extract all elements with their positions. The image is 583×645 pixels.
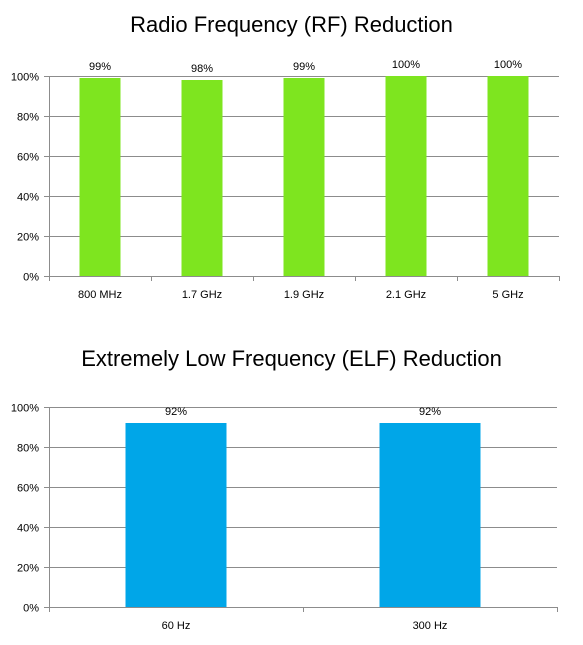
data-label: 92%	[419, 406, 441, 418]
y-tick-label: 80%	[17, 443, 39, 455]
bar	[385, 76, 427, 276]
bar	[379, 423, 481, 607]
y-tick-label: 80%	[17, 112, 39, 124]
y-tick-label: 60%	[17, 483, 39, 495]
data-label: 92%	[165, 406, 187, 418]
y-tick-label: 100%	[11, 72, 39, 84]
bar	[181, 80, 223, 276]
rf-reduction-chart: Radio Frequency (RF) Reduction 0% 20% 40% 6…	[0, 0, 583, 320]
data-label: 99%	[293, 61, 315, 73]
data-label: 99%	[89, 61, 111, 73]
elf-reduction-chart: Extremely Low Frequency (ELF) Reduction …	[0, 330, 583, 645]
x-category-label: 60 Hz	[162, 620, 191, 632]
data-label: 98%	[191, 63, 213, 75]
x-category-label: 5 GHz	[492, 289, 523, 301]
x-category-label: 1.9 GHz	[284, 289, 324, 301]
y-tick-label: 60%	[17, 152, 39, 164]
x-category-label: 1.7 GHz	[182, 289, 222, 301]
y-tick-label: 100%	[11, 403, 39, 415]
rf-chart-plot: 0% 20% 40% 60% 80% 100% 99% 800 MHz 98% 1.7 GHz 99…	[11, 59, 560, 301]
x-category-label: 300 Hz	[413, 620, 448, 632]
data-label: 100%	[494, 59, 522, 71]
chart-title: Radio Frequency (RF) Reduction	[130, 12, 453, 37]
x-category-label: 800 MHz	[78, 289, 122, 301]
y-tick-label: 40%	[17, 192, 39, 204]
y-tick-label: 0%	[23, 603, 39, 615]
elf-chart-plot: 0% 20% 40% 60% 80% 100% 92% 60 Hz 92% 300 Hz	[11, 403, 558, 632]
y-tick-label: 0%	[23, 272, 39, 284]
bar	[487, 76, 529, 276]
bar	[283, 78, 325, 276]
y-tick-label: 20%	[17, 563, 39, 575]
bar	[79, 78, 121, 276]
data-label: 100%	[392, 59, 420, 71]
x-category-label: 2.1 GHz	[386, 289, 426, 301]
chart-title: Extremely Low Frequency (ELF) Reduction	[81, 346, 502, 371]
bar	[125, 423, 227, 607]
y-tick-label: 40%	[17, 523, 39, 535]
y-tick-label: 20%	[17, 232, 39, 244]
